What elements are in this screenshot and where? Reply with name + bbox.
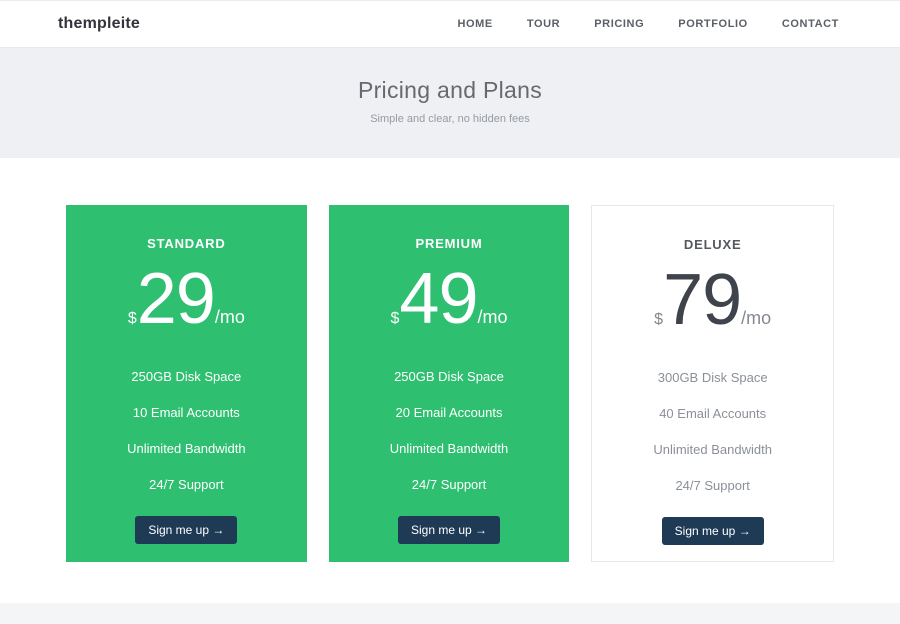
plan-price: $49/mo [329, 263, 570, 335]
plan-name: DELUXE [683, 237, 742, 252]
feature-item: 20 Email Accounts [395, 405, 503, 420]
plan-price: $79/mo [592, 264, 833, 336]
feature-item: 300GB Disk Space [657, 370, 768, 385]
footer-strip [0, 603, 900, 624]
price-amount: 49 [399, 259, 478, 339]
pricing-card-deluxe: DELUXE $79/mo 300GB Disk Space 40 Email … [591, 205, 835, 562]
feature-item: Unlimited Bandwidth [653, 442, 772, 457]
plan-price: $29/mo [66, 263, 307, 335]
nav-link-tour[interactable]: TOUR [526, 18, 561, 30]
feature-item: 24/7 Support [149, 477, 224, 492]
price-amount: 29 [136, 259, 216, 339]
pricing-card-premium: PREMIUM $49/mo 250GB Disk Space 20 Email… [328, 205, 570, 562]
page-subtitle: Simple and clear, no hidden fees [370, 113, 530, 125]
pricing-card-standard: STANDARD $29/mo 250GB Disk Space 10 Emai… [66, 205, 307, 562]
main-nav: HOME TOUR PRICING PORTFOLIO CONTACT [457, 18, 839, 30]
feature-list: 300GB Disk Space 40 Email Accounts Unlim… [592, 370, 833, 493]
feature-item: Unlimited Bandwidth [389, 441, 509, 456]
feature-item: Unlimited Bandwidth [127, 441, 246, 456]
signup-button-standard[interactable]: Sign me up → [135, 516, 238, 544]
feature-list: 250GB Disk Space 10 Email Accounts Unlim… [66, 369, 307, 492]
feature-item: 40 Email Accounts [659, 406, 767, 421]
price-currency: $ [654, 311, 664, 328]
price-period: /mo [214, 307, 245, 327]
pricing-section: STANDARD $29/mo 250GB Disk Space 10 Emai… [0, 205, 900, 562]
signup-button-premium[interactable]: Sign me up → [397, 516, 501, 544]
feature-item: 10 Email Accounts [132, 405, 240, 420]
price-currency: $ [390, 310, 400, 327]
price-period: /mo [477, 307, 508, 327]
nav-link-home[interactable]: HOME [457, 18, 493, 30]
signup-button-deluxe[interactable]: Sign me up → [661, 517, 764, 545]
feature-item: 24/7 Support [411, 477, 487, 492]
plan-name: PREMIUM [415, 236, 483, 251]
feature-item: 250GB Disk Space [394, 369, 504, 384]
nav-link-pricing[interactable]: PRICING [594, 18, 645, 30]
price-amount: 79 [663, 260, 742, 340]
feature-list: 250GB Disk Space 20 Email Accounts Unlim… [329, 369, 570, 492]
price-period: /mo [741, 308, 772, 328]
nav-link-portfolio[interactable]: PORTFOLIO [678, 18, 748, 30]
feature-item: 250GB Disk Space [131, 369, 242, 384]
price-currency: $ [127, 310, 137, 327]
site-logo[interactable]: thempleite [58, 15, 141, 32]
pricing-cards-row: STANDARD $29/mo 250GB Disk Space 10 Emai… [66, 205, 835, 562]
site-header: thempleite HOME TOUR PRICING PORTFOLIO C… [0, 1, 900, 48]
page-title: Pricing and Plans [357, 77, 543, 103]
plan-name: STANDARD [147, 236, 226, 251]
nav-link-contact[interactable]: CONTACT [781, 18, 839, 30]
feature-item: 24/7 Support [675, 478, 750, 493]
hero-section: Pricing and Plans Simple and clear, no h… [0, 48, 900, 158]
